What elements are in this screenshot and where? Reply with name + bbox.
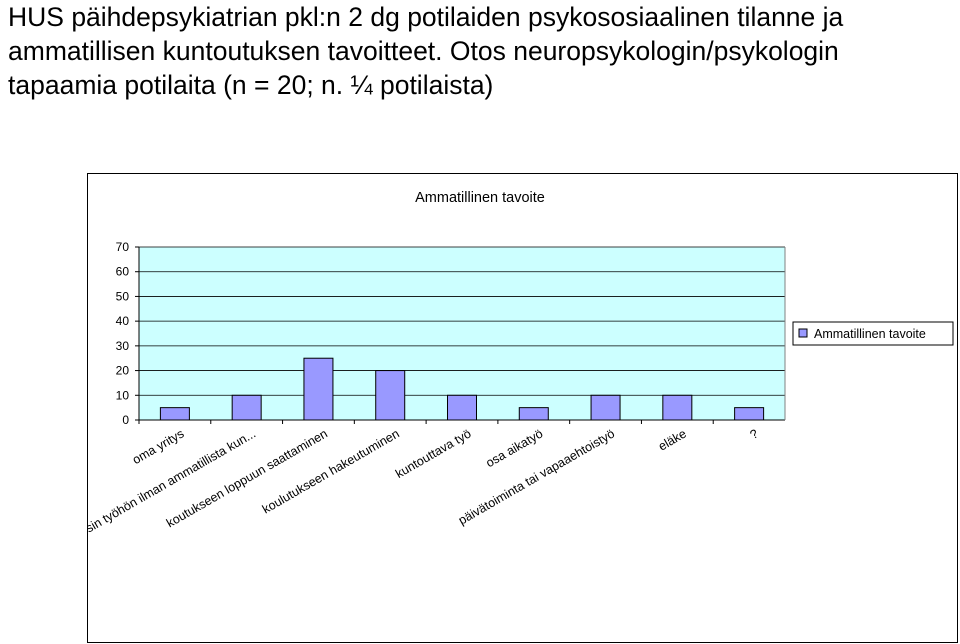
y-tick-label: 40	[116, 314, 130, 328]
chart-title: Ammatillinen tavoite	[415, 190, 545, 206]
y-tick-label: 10	[116, 388, 130, 402]
bar	[303, 357, 334, 421]
x-category-label: osa aikatyö	[484, 426, 546, 470]
y-tick-label: 70	[116, 240, 130, 254]
bar	[375, 370, 406, 421]
bar	[518, 407, 549, 421]
y-tick-label: 30	[116, 339, 130, 353]
title-line-3: tapaamia potilaita (n = 20; n. ¼ potilai…	[8, 70, 494, 100]
x-category-label: kuntouttava työ	[393, 426, 473, 481]
legend-swatch	[798, 328, 808, 338]
bar	[590, 394, 621, 421]
chart-frame: Ammatillinen tavoite 0 10 20 30 40 50 60 70 oma y…	[87, 173, 958, 643]
y-tick-label: 50	[116, 289, 130, 303]
slide-title: HUS päihdepsykiatrian pkl:n 2 dg potilai…	[8, 0, 958, 102]
y-tick-label: 20	[116, 364, 130, 378]
x-category-label: koulutukseen hakeutuminen	[260, 426, 402, 516]
title-line-2: ammatillisen kuntoutuksen tavoitteet. Ot…	[8, 36, 839, 66]
x-category-label: eläke	[656, 426, 689, 453]
y-tick-label: 0	[122, 413, 129, 427]
plot-area	[139, 247, 785, 420]
title-line-1: HUS päihdepsykiatrian pkl:n 2 dg potilai…	[8, 2, 844, 32]
x-category-label: oma yritys	[130, 426, 186, 467]
bar-chart: Ammatillinen tavoite 0 10 20 30 40 50 60 70 oma y…	[88, 190, 954, 550]
bar	[159, 407, 190, 421]
x-category-label: ?	[748, 426, 761, 442]
legend-box	[792, 321, 954, 346]
bar	[447, 394, 477, 421]
legend-label: Ammatillinen tavoite	[814, 327, 926, 341]
bar	[231, 394, 262, 421]
bar	[734, 407, 765, 421]
y-tick-label: 60	[116, 265, 130, 279]
bar	[662, 394, 693, 421]
